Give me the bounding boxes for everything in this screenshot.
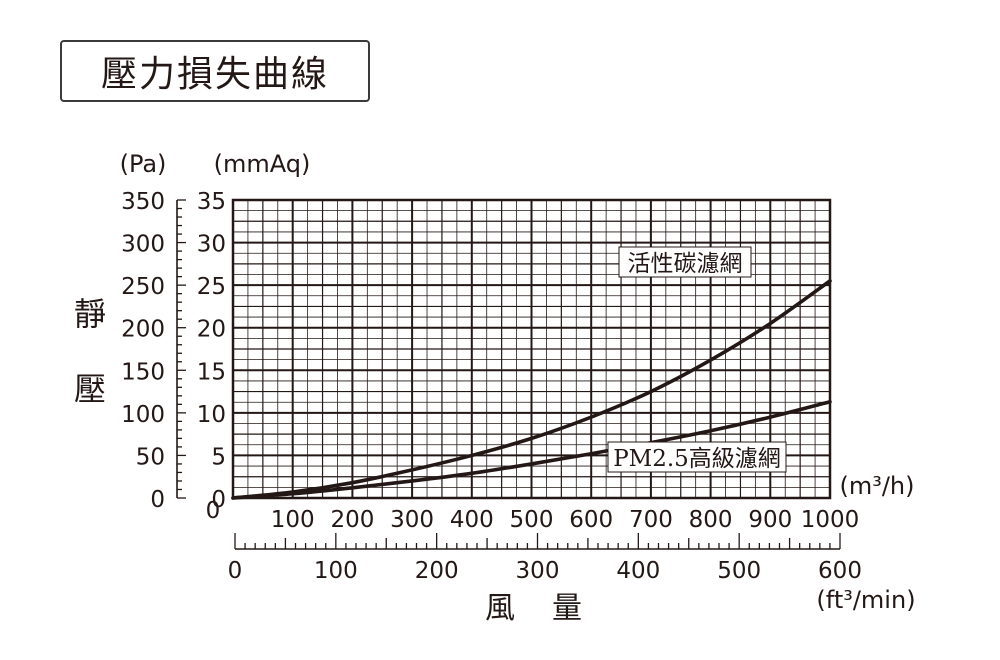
ftmin-tick-label: 400	[616, 558, 660, 584]
pa-tick-label: 100	[121, 402, 165, 428]
series-label-1: 活性碳濾網	[628, 251, 743, 277]
y-axis-title-char1: 靜	[74, 295, 106, 333]
pa-tick-label: 150	[121, 359, 165, 385]
series-line-1	[231, 279, 832, 500]
m3h-tick-label: 600	[569, 507, 613, 533]
series-label-box-1	[618, 246, 752, 278]
ftmin-unit-label: (ft³/min)	[816, 586, 915, 614]
m3h-tick-label: 200	[330, 507, 374, 533]
x-axis-title-char1: 風	[485, 591, 515, 626]
pa-tick-label: 350	[121, 189, 165, 215]
chart-title: 壓力損失曲線	[60, 40, 370, 102]
mmaq-tick-label: 0	[211, 487, 226, 513]
m3h-tick-label: 1000	[801, 507, 860, 533]
m3h-tick-label: 800	[689, 507, 733, 533]
plot-frame	[231, 198, 832, 500]
m3h-unit-label: (m³/h)	[839, 472, 914, 500]
mmaq-tick-label: 20	[197, 317, 226, 343]
m3h-tick-label: 400	[450, 507, 494, 533]
m3h-tick-label: 100	[271, 507, 315, 533]
m3h-tick-label: 500	[510, 507, 554, 533]
mmaq-tick-label: 5	[211, 444, 226, 470]
pa-tick-label: 0	[150, 487, 165, 513]
series-line-2	[231, 399, 832, 500]
x-axis-title-char2: 量	[552, 591, 582, 626]
m3h-tick-label: 300	[390, 507, 434, 533]
pa-tick-label: 50	[136, 444, 165, 470]
mmaq-unit-label: (mmAq)	[214, 150, 311, 178]
ftmin-tick-label: 0	[228, 558, 243, 584]
mmaq-tick-label: 10	[197, 402, 226, 428]
series-label-box-2	[607, 441, 787, 473]
mmaq-tick-label: 25	[197, 274, 226, 300]
ftmin-tick-label: 300	[516, 558, 560, 584]
ftmin-tick-label: 500	[717, 558, 761, 584]
series-label-2: PM2.5高級濾網	[613, 446, 781, 472]
origin-zero-label: 0	[206, 498, 221, 524]
ftmin-tick-label: 200	[415, 558, 459, 584]
m3h-tick-label: 700	[629, 507, 673, 533]
ftmin-tick-label: 100	[314, 558, 358, 584]
pa-unit-label: (Pa)	[120, 150, 167, 178]
mmaq-tick-label: 35	[197, 189, 226, 215]
mmaq-tick-label: 30	[197, 232, 226, 258]
mmaq-tick-label: 15	[197, 359, 226, 385]
y-axis-title-char2: 壓	[74, 370, 106, 408]
pa-tick-label: 200	[121, 317, 165, 343]
pa-tick-label: 250	[121, 274, 165, 300]
ftmin-tick-label: 600	[818, 558, 862, 584]
pa-tick-label: 300	[121, 232, 165, 258]
m3h-tick-label: 900	[748, 507, 792, 533]
